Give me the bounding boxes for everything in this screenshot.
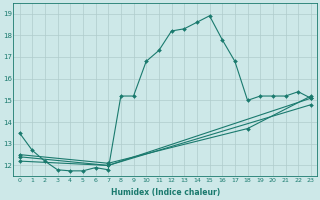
X-axis label: Humidex (Indice chaleur): Humidex (Indice chaleur) [111,188,220,197]
